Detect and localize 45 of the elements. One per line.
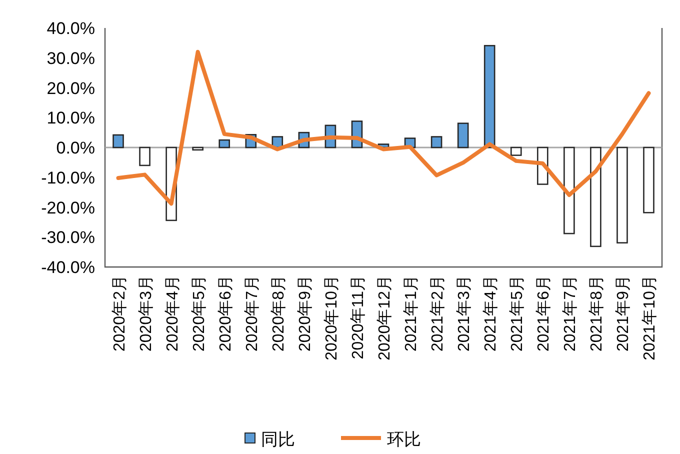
y-tick-label: 10.0% bbox=[46, 108, 95, 128]
y-tick-label: -30.0% bbox=[41, 228, 95, 248]
bar bbox=[112, 134, 124, 148]
legend-label: 环比 bbox=[387, 430, 421, 449]
legend-label: 同比 bbox=[261, 430, 295, 449]
x-tick-label: 2020年7月 bbox=[244, 275, 261, 352]
y-tick-label: 0.0% bbox=[56, 138, 95, 158]
x-tick-label: 2020年3月 bbox=[138, 275, 155, 352]
bar bbox=[590, 146, 602, 248]
y-tick-label: 30.0% bbox=[46, 48, 95, 68]
x-tick-label: 2021年7月 bbox=[562, 275, 580, 352]
bar bbox=[643, 146, 654, 214]
x-tick-label: 2020年9月 bbox=[296, 275, 314, 352]
bar bbox=[484, 44, 496, 148]
x-tick-label: 2020年10月 bbox=[323, 275, 340, 360]
x-tick-label: 2020年2月 bbox=[111, 275, 128, 352]
x-tick-label: 2021年8月 bbox=[588, 275, 606, 352]
x-tick-label: 2021年9月 bbox=[615, 275, 632, 352]
bar bbox=[218, 139, 230, 148]
bar bbox=[616, 146, 628, 244]
x-tick-label: 2021年3月 bbox=[456, 275, 474, 352]
x-tick-label: 2021年10月 bbox=[642, 275, 659, 360]
bar bbox=[192, 146, 204, 151]
line-series bbox=[116, 50, 651, 206]
y-tick-label: -20.0% bbox=[41, 198, 95, 218]
y-tick-label: 40.0% bbox=[46, 19, 95, 38]
y-tick-label: -40.0% bbox=[41, 258, 95, 277]
x-tick-label: 2020年6月 bbox=[217, 275, 234, 352]
bar bbox=[564, 146, 575, 234]
x-tick-label: 2021年4月 bbox=[482, 275, 500, 352]
x-tick-label: 2020年8月 bbox=[270, 275, 288, 352]
bar bbox=[510, 146, 522, 156]
x-tick-label: 2020年5月 bbox=[190, 275, 208, 352]
x-tick-label: 2021年2月 bbox=[430, 275, 447, 352]
bar bbox=[139, 146, 150, 166]
x-tick-label: 2021年6月 bbox=[536, 275, 553, 352]
y-tick-label: -10.0% bbox=[41, 168, 95, 188]
x-tick-label: 2021年1月 bbox=[403, 275, 420, 352]
bar bbox=[457, 122, 469, 148]
y-tick-label: 20.0% bbox=[46, 78, 95, 98]
x-tick-label: 2020年4月 bbox=[164, 275, 182, 352]
bar bbox=[430, 136, 442, 148]
x-tick-label: 2020年11月 bbox=[350, 275, 367, 360]
x-tick-label: 2021年5月 bbox=[509, 275, 526, 352]
x-tick-label: 2020年12月 bbox=[376, 275, 394, 360]
